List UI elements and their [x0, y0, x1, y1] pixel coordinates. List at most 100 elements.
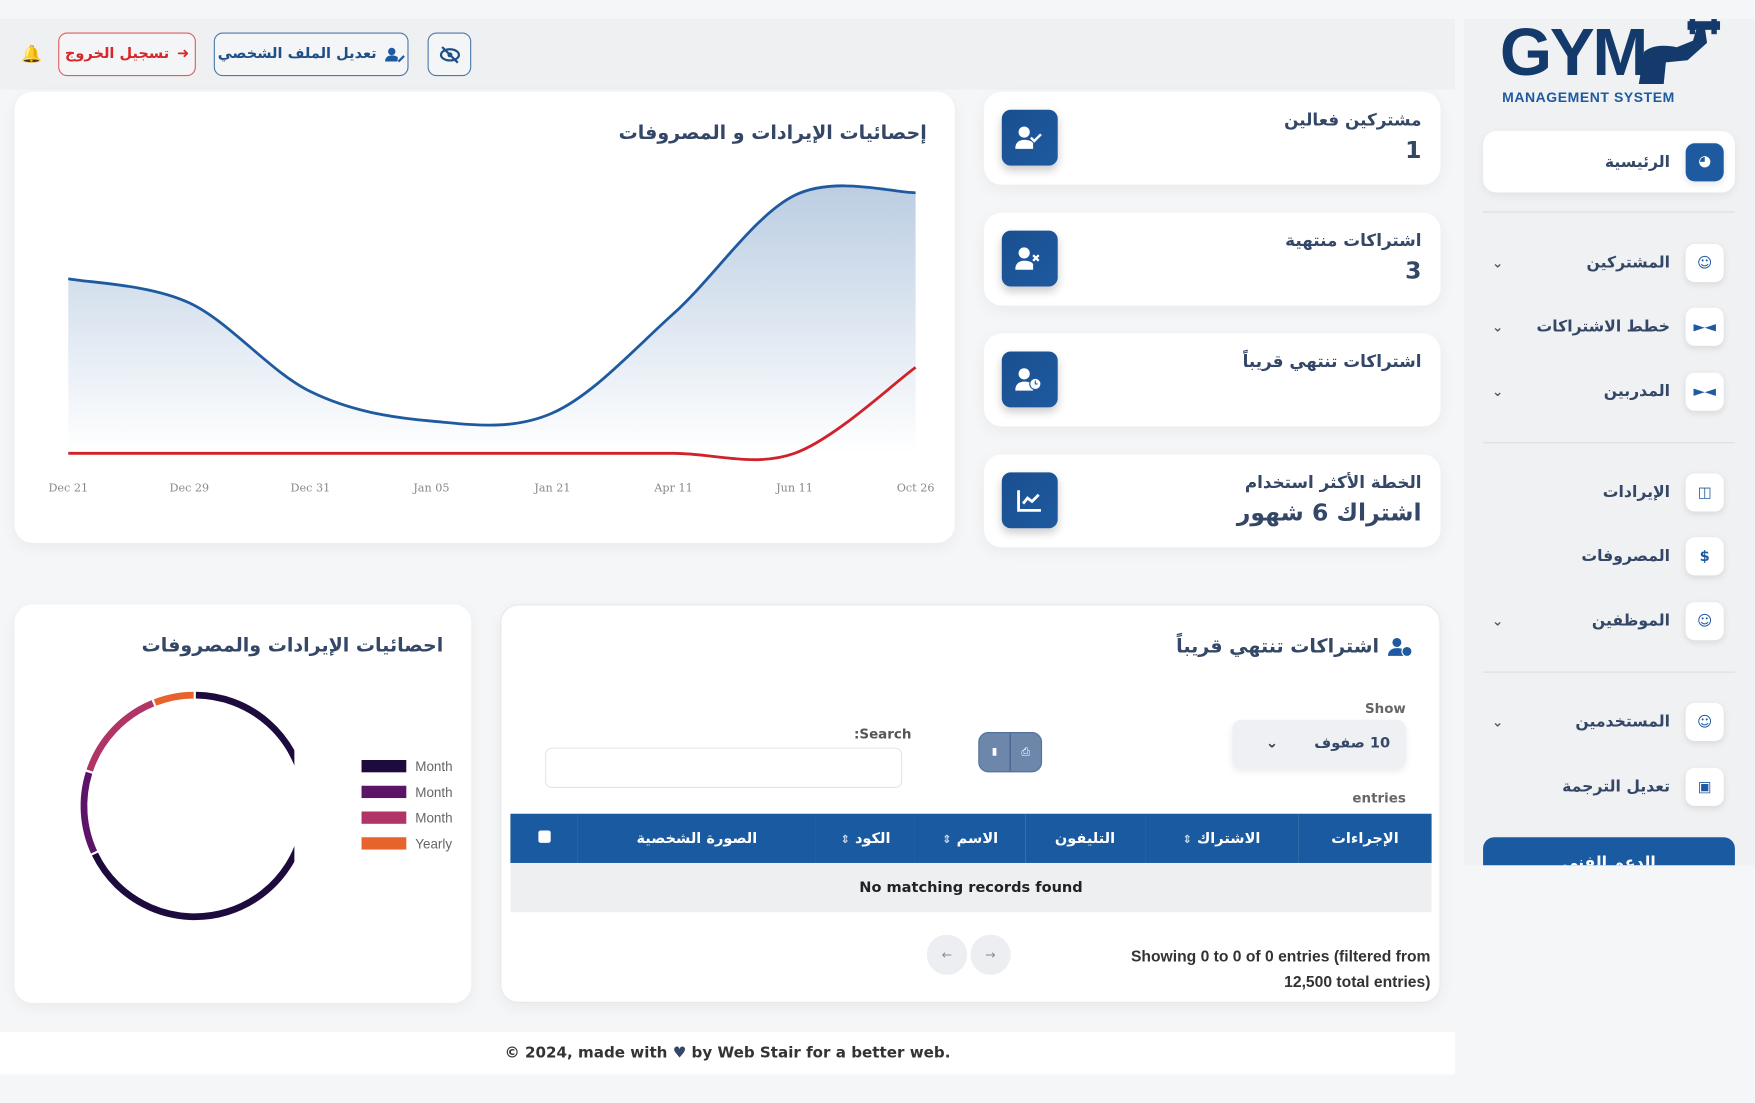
- export-buttons: ▮ ⎙: [978, 732, 1043, 773]
- edit-profile-button[interactable]: تعديل الملف الشخصي: [213, 32, 409, 77]
- gym-logo: GYM MANAGEMENT SYSTEM: [1500, 18, 1724, 109]
- toggle-visibility-button[interactable]: [427, 32, 472, 77]
- chevron-down-icon: ⌄: [1492, 319, 1504, 335]
- stat-value: اشتراك 6 شهور: [1236, 499, 1422, 527]
- heart-icon: ♥: [672, 1044, 687, 1063]
- sidebar-item-home[interactable]: ◕ الرئيسية: [1483, 130, 1735, 193]
- legend-item: Yearly: [361, 831, 453, 857]
- chart-title: إحصائيات الإيرادات و المصروفات: [618, 122, 927, 145]
- support-button[interactable]: الدعم الفني: [1483, 837, 1735, 866]
- x-tick-label: Jan 05: [412, 481, 449, 494]
- sort-icon: ⇕: [1182, 833, 1192, 846]
- sidebar-item-plans[interactable]: ◄► خطط الاشتراكات ⌄: [1483, 300, 1735, 354]
- sidebar-item-translation[interactable]: ▣ تعديل الترجمة: [1483, 760, 1735, 814]
- legend-item: Month: [361, 779, 453, 805]
- search-input[interactable]: [545, 747, 903, 788]
- column-header[interactable]: الصورة الشخصية: [577, 813, 817, 863]
- revenue-expenses-line-chart: إحصائيات الإيرادات و المصروفات Dec 21 Dec…: [14, 91, 955, 543]
- money-icon: ◫: [1685, 473, 1724, 512]
- hand-dollar-icon: $: [1685, 537, 1724, 576]
- x-tick-label: Dec 31: [291, 481, 331, 494]
- logout-icon: ➜: [177, 45, 190, 63]
- user-x-icon: [1001, 230, 1058, 287]
- column-header[interactable]: الكود ⇕: [816, 813, 915, 863]
- page-size-select[interactable]: 10 صفوف ⌄: [1232, 719, 1406, 768]
- book-icon: ▣: [1685, 767, 1724, 806]
- chevron-down-icon: ⌄: [1492, 255, 1504, 271]
- stat-value: 1: [1405, 136, 1422, 164]
- chevron-down-icon: ⌄: [1492, 613, 1504, 630]
- eye-slash-icon: [439, 45, 460, 63]
- footer: © 2024, made with ♥ by Web Stair for a b…: [0, 1031, 1456, 1075]
- dumbbell-icon: ◄►: [1685, 307, 1724, 346]
- chart-line-icon: [1001, 472, 1058, 529]
- column-header[interactable]: الاشتراك ⇕: [1144, 813, 1299, 863]
- chart-title: احصائيات الإيرادات والمصروفات: [141, 634, 444, 658]
- empty-row: No matching records found: [510, 862, 1432, 913]
- column-header[interactable]: التليفون: [1025, 813, 1145, 863]
- sort-icon: ⇕: [840, 833, 850, 846]
- chart-legend: Month Month Month Yearly: [361, 753, 453, 857]
- sidebar-item-trainers[interactable]: ◄► المدربين ⌄: [1483, 365, 1735, 419]
- x-tick-label: Jun 11: [775, 481, 813, 494]
- stat-value: 3: [1405, 257, 1422, 285]
- stat-label: اشتراكات تنتهي قريباً: [1242, 351, 1422, 372]
- bell-icon[interactable]: 🔔: [21, 43, 43, 64]
- donut-slice: [80, 771, 98, 854]
- chevron-down-icon: ⌄: [1492, 383, 1504, 400]
- x-tick-label: Dec 21: [48, 481, 88, 494]
- chevron-down-icon: ⌄: [1265, 735, 1279, 753]
- user-clock-icon: [1387, 638, 1413, 658]
- prev-page-button[interactable]: ←: [926, 934, 968, 975]
- revenue-area: [68, 185, 916, 454]
- select-all-checkbox[interactable]: [510, 813, 578, 863]
- stat-label: الخطة الأكثر استخدام: [1244, 472, 1422, 493]
- stat-card: مشتركين فعالين 1: [983, 91, 1441, 185]
- sidebar-item-expenses[interactable]: $ المصروفات: [1483, 529, 1735, 583]
- column-header[interactable]: الإجراءات: [1298, 813, 1432, 863]
- gauge-icon: ◕: [1685, 142, 1724, 181]
- dumbbell-icon: ◄►: [1685, 372, 1724, 411]
- donut-plot: [80, 691, 295, 921]
- user-check-icon: [1001, 109, 1058, 166]
- sidebar-item-users[interactable]: ☺ المستخدمين ⌄: [1483, 695, 1735, 749]
- stat-label: اشتراكات منتهية: [1285, 230, 1422, 251]
- revenue-line: [68, 184, 916, 427]
- copy-button[interactable]: ▮: [979, 733, 1011, 772]
- logout-button[interactable]: ➜ تسجيل الخروج: [58, 32, 196, 77]
- sort-icon: ⇕: [942, 833, 952, 846]
- user-edit-icon: [384, 47, 405, 62]
- expiring-subscriptions-table-card: اشتراكات تنتهي قريباً Show 10 صفوف ⌄ entr…: [500, 604, 1441, 1003]
- revenue-expenses-donut-chart: احصائيات الإيرادات والمصروفات Month Month…: [14, 604, 472, 1003]
- donut-slice: [86, 700, 155, 772]
- table-title: اشتراكات تنتهي قريباً: [1176, 636, 1413, 658]
- x-tick-label: Oct 26: [897, 481, 935, 494]
- donut-slice: [153, 691, 194, 706]
- data-table: الصورة الشخصية الكود ⇕ الاسم ⇕ التليفون الاش…: [510, 813, 1432, 913]
- sidebar-item-subscribers[interactable]: ☺ المشتركين ⌄: [1483, 236, 1735, 290]
- sidebar-item-employees[interactable]: ☺ الموظفين ⌄: [1483, 594, 1735, 648]
- users-icon: ☺: [1685, 602, 1724, 641]
- print-button[interactable]: ⎙: [1021, 746, 1031, 759]
- sidebar: GYM MANAGEMENT SYSTEM ◕ الرئيسية ☺ المشتر…: [1464, 18, 1755, 866]
- chevron-down-icon: ⌄: [1492, 714, 1504, 730]
- x-tick-label: Dec 29: [169, 481, 209, 494]
- user-clock-icon: [1001, 351, 1058, 408]
- legend-item: Month: [361, 753, 453, 779]
- top-navbar: 🔔 ➜ تسجيل الخروج تعديل الملف الشخصي: [0, 19, 1456, 90]
- line-chart-plot: Dec 21 Dec 29 Dec 31 Jan 05 Jan 21 Apr 11 Jun …: [48, 184, 935, 494]
- expenses-line: [68, 366, 917, 462]
- x-tick-label: Apr 11: [653, 481, 692, 494]
- stat-card: اشتراكات تنتهي قريباً: [983, 333, 1441, 427]
- sidebar-item-revenue[interactable]: ◫ الإيرادات: [1483, 466, 1735, 520]
- stat-card: اشتراكات منتهية 3: [983, 212, 1441, 306]
- stat-label: مشتركين فعالين: [1284, 109, 1422, 130]
- next-page-button[interactable]: →: [970, 934, 1011, 975]
- legend-item: Month: [361, 805, 453, 831]
- column-header[interactable]: الاسم ⇕: [914, 813, 1026, 863]
- user-shield-icon: ☺: [1685, 702, 1724, 741]
- stat-card: الخطة الأكثر استخدام اشتراك 6 شهور: [983, 454, 1441, 548]
- table-info: Showing 0 to 0 of 0 entries (filtered fr…: [1130, 946, 1431, 991]
- x-tick-label: Jan 21: [533, 481, 570, 494]
- donut-slice: [91, 691, 295, 921]
